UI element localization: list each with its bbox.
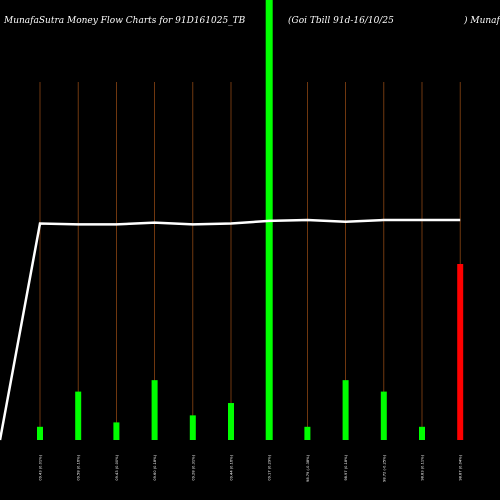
chart-subtitle: (Goi Tbill 91d-16/10/25 <box>288 15 394 26</box>
money-flow-line <box>0 218 461 441</box>
x-tick-label: 98.87 (0.04%) <box>459 454 463 480</box>
x-tick-label: 98.83 (0.11%) <box>421 454 425 480</box>
x-tick-label: 09.43 (0.01%) <box>39 454 43 480</box>
x-tick-label: 09.17 (0.29%) <box>268 454 272 480</box>
chart-title: MunafaSutra Money Flow Charts for 91D161… <box>3 16 246 26</box>
volume-bar <box>380 391 387 440</box>
volume-bar <box>419 426 425 440</box>
x-tick-label: 09.60 (0.18%) <box>153 454 157 480</box>
volume-bar <box>113 422 120 440</box>
volume-bar <box>75 391 82 440</box>
volume-bar <box>189 415 196 440</box>
chart-subtitle-suffix: ) Munafa <box>463 15 500 26</box>
vertical-gridlines <box>39 82 461 440</box>
volume-bar <box>151 380 158 440</box>
volume-bar <box>342 380 349 440</box>
volume-bar <box>37 426 43 440</box>
volume-bar <box>304 426 311 440</box>
x-tick-label: 98.97 (0.18%) <box>344 454 348 480</box>
x-tick-label: 98.79 (-0.38%) <box>306 454 310 482</box>
x-tick-labels: 09.43 (0.01%) 09.58 (0.16%) 09.43 (0.00%) 0… <box>39 454 463 482</box>
x-tick-label: 09.43 (0.00%) <box>115 454 119 480</box>
x-tick-label: 98.72 (-0.25%) <box>382 454 386 482</box>
x-tick-label: 09.28 (0.31%) <box>191 454 195 480</box>
x-tick-label: 09.58 (0.16%) <box>77 454 81 480</box>
volume-bar <box>457 264 464 440</box>
x-tick-label: 09.44 (0.16%) <box>230 454 234 480</box>
volume-bar <box>228 403 234 440</box>
